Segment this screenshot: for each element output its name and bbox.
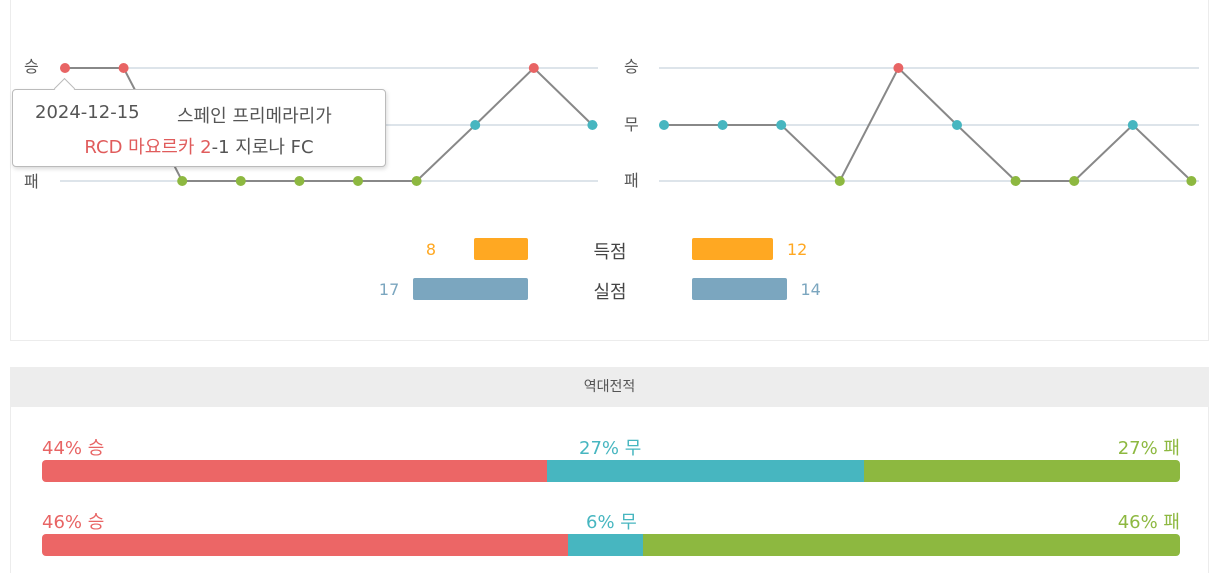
stat-row-scored: 8 득점 12 — [0, 238, 1222, 263]
tooltip-date: 2024-12-15 — [35, 102, 140, 123]
recent-form-chart-away: 승 무 패 — [624, 57, 1199, 190]
h2h-row1-loss-segment — [863, 460, 1180, 482]
form-points — [659, 63, 1197, 186]
y-label-loss: 패 — [624, 171, 639, 190]
form-point-draw[interactable] — [470, 120, 481, 130]
h2h-row1-loss-label: 27% 패 — [1117, 438, 1180, 459]
y-label-draw: 무 — [624, 115, 639, 134]
form-point-loss[interactable] — [235, 176, 246, 186]
conceded-away-value: 14 — [800, 280, 821, 299]
scored-home-value: 8 — [425, 240, 436, 259]
form-point-win[interactable] — [893, 63, 904, 73]
h2h-row2-loss-label: 46% 패 — [1117, 512, 1180, 533]
h2h-row1-win-label: 44% 승 — [42, 438, 105, 459]
tooltip-away-score: 1 — [218, 137, 230, 158]
tooltip-away-team: 지로나 FC — [235, 137, 314, 158]
form-point-win[interactable] — [60, 63, 70, 73]
form-line — [664, 66, 1193, 183]
form-point-draw[interactable] — [1127, 120, 1138, 130]
form-point-loss[interactable] — [411, 176, 422, 186]
scored-away-bar — [692, 238, 773, 260]
form-point-draw[interactable] — [776, 120, 787, 130]
y-label-win: 승 — [24, 57, 39, 76]
conceded-home-bar — [413, 278, 528, 300]
y-label-loss: 패 — [24, 172, 39, 191]
form-point-loss[interactable] — [1069, 176, 1080, 186]
conceded-home-value: 17 — [378, 280, 400, 299]
recent-form-panel — [10, 0, 1209, 341]
form-point-win[interactable] — [118, 63, 129, 73]
scored-label: 득점 — [593, 242, 627, 263]
h2h-row2-win-label: 46% 승 — [42, 512, 105, 533]
form-points — [60, 63, 598, 186]
tooltip-match: RCD 마요르카 2-1 지로나 FC — [13, 133, 385, 159]
tooltip-home-score: 2 — [200, 137, 212, 158]
form-point-loss[interactable] — [1010, 176, 1021, 186]
form-point-loss[interactable] — [177, 176, 188, 186]
form-point-draw[interactable] — [659, 120, 669, 130]
h2h-row2-draw-segment — [567, 534, 643, 556]
h2h-row2-win-segment — [42, 534, 568, 556]
match-tooltip: 2024-12-15 스페인 프리메라리가 RCD 마요르카 2-1 지로나 F… — [12, 77, 386, 167]
tooltip-home-team: RCD 마요르카 — [84, 137, 195, 158]
scored-home-bar — [474, 238, 528, 260]
form-point-loss[interactable] — [294, 176, 305, 186]
h2h-row2-bar — [42, 534, 1180, 556]
tooltip-league: 스페인 프리메라리가 — [177, 106, 332, 127]
stat-row-conceded: 17 실점 14 — [0, 278, 1222, 303]
conceded-label: 실점 — [593, 282, 627, 303]
h2h-row1-draw-segment — [547, 460, 864, 482]
form-point-loss[interactable] — [1186, 176, 1197, 186]
form-point-win[interactable] — [528, 63, 539, 73]
form-point-loss[interactable] — [353, 176, 363, 186]
h2h-row1-draw-label: 27% 무 — [579, 438, 642, 459]
form-point-draw[interactable] — [952, 120, 962, 130]
h2h-row1-bar — [42, 460, 1180, 482]
h2h-row2-draw-label: 6% 무 — [586, 512, 637, 533]
h2h-row1-win-segment — [42, 460, 548, 482]
y-label-win: 승 — [624, 57, 639, 76]
form-point-draw[interactable] — [717, 120, 728, 130]
form-point-loss[interactable] — [834, 176, 845, 186]
h2h-panel — [10, 407, 1209, 573]
h2h-row2-loss-segment — [642, 534, 1180, 556]
scored-away-value: 12 — [787, 240, 808, 259]
tooltip-score-separator: - — [211, 137, 219, 158]
form-point-draw[interactable] — [587, 120, 598, 130]
conceded-away-bar — [692, 278, 787, 300]
h2h-header: 역대전적 — [10, 367, 1209, 407]
